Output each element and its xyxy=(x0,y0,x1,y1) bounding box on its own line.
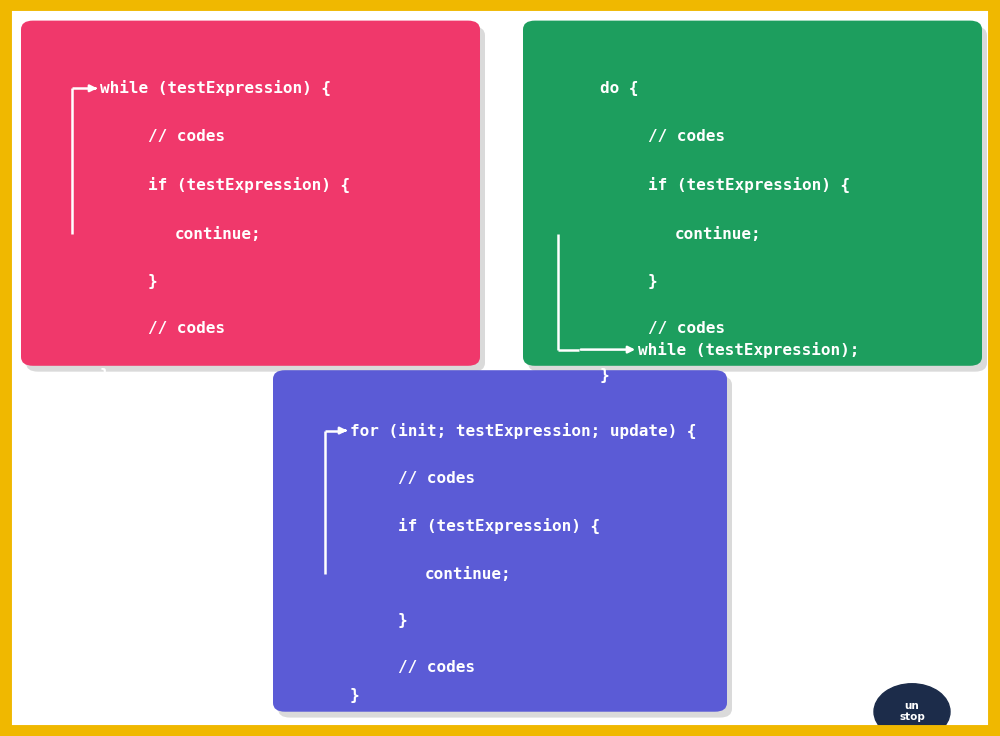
Text: for (init; testExpression; update) {: for (init; testExpression; update) { xyxy=(350,422,696,439)
Text: while (testExpression) {: while (testExpression) { xyxy=(100,80,331,96)
Text: continue;: continue; xyxy=(175,227,262,241)
Text: }: } xyxy=(350,688,360,703)
FancyBboxPatch shape xyxy=(21,21,480,366)
FancyBboxPatch shape xyxy=(278,376,732,718)
FancyBboxPatch shape xyxy=(528,26,987,372)
Text: if (testExpression) {: if (testExpression) { xyxy=(398,518,600,534)
Text: }: } xyxy=(648,274,658,289)
FancyBboxPatch shape xyxy=(523,21,982,366)
FancyBboxPatch shape xyxy=(273,370,727,712)
Text: // codes: // codes xyxy=(148,129,225,144)
Text: // codes: // codes xyxy=(648,322,725,336)
Text: if (testExpression) {: if (testExpression) { xyxy=(648,177,850,194)
Text: }: } xyxy=(398,613,408,628)
Text: }: } xyxy=(100,368,110,383)
Text: while (testExpression);: while (testExpression); xyxy=(638,342,859,358)
FancyBboxPatch shape xyxy=(26,26,485,372)
Text: // codes: // codes xyxy=(398,660,475,675)
Text: continue;: continue; xyxy=(425,567,512,581)
Text: if (testExpression) {: if (testExpression) { xyxy=(148,177,350,194)
Text: // codes: // codes xyxy=(648,129,725,144)
Text: un
stop: un stop xyxy=(899,701,925,722)
Circle shape xyxy=(874,684,950,736)
Text: continue;: continue; xyxy=(675,227,762,241)
Text: }: } xyxy=(600,368,610,383)
Text: // codes: // codes xyxy=(398,471,475,486)
Text: // codes: // codes xyxy=(148,322,225,336)
Text: }: } xyxy=(148,274,158,289)
Text: do {: do { xyxy=(600,81,639,96)
